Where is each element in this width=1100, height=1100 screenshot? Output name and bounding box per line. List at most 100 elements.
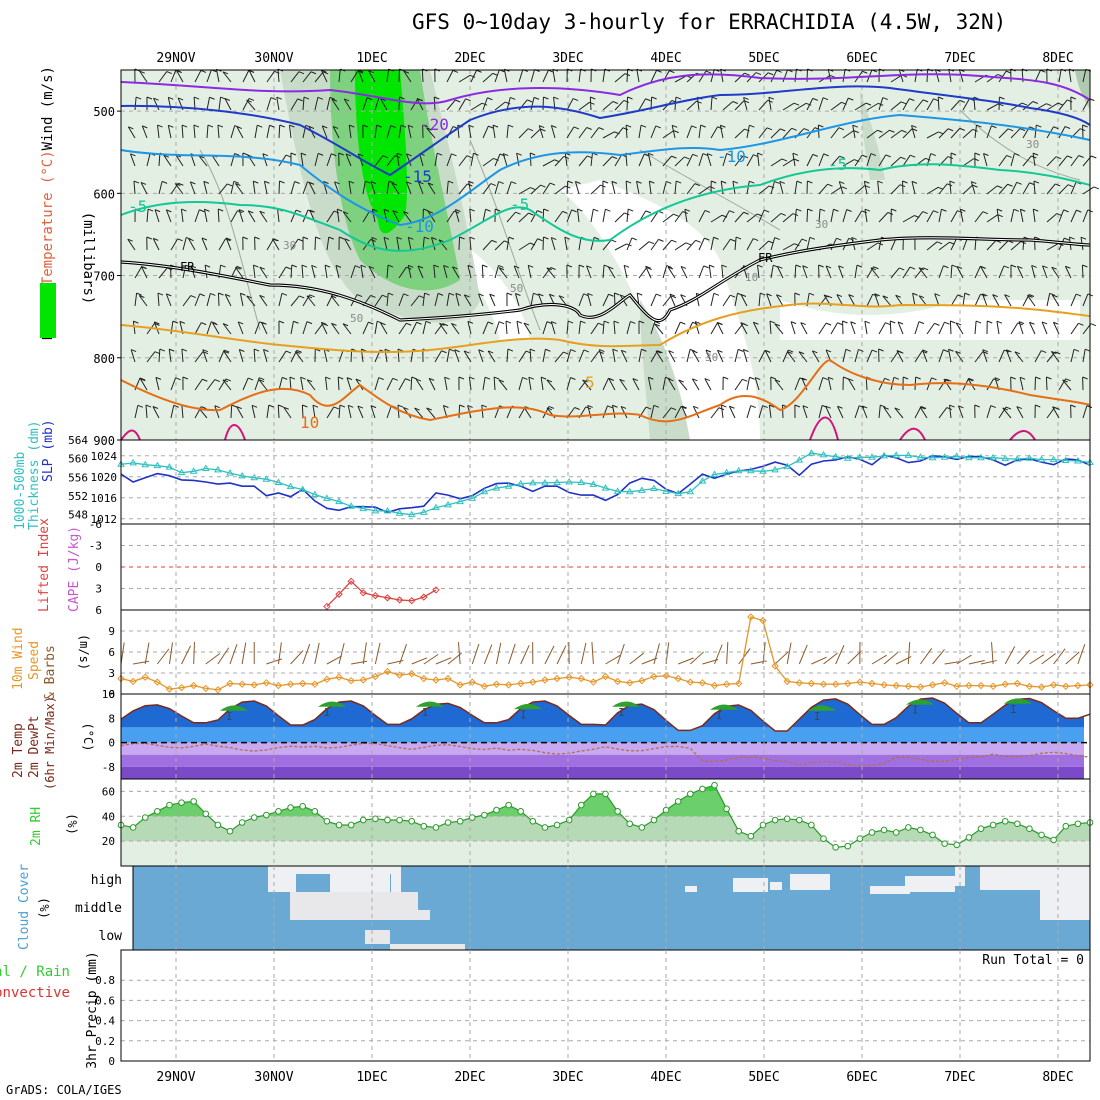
wind-barb-flag [190,181,196,185]
wind-barb [746,125,750,139]
wind-barb [719,125,724,139]
wind-barb-flag [224,293,231,297]
wind-barb-flag [1053,126,1059,130]
wind-barb [374,294,383,307]
wind-barb [554,185,566,195]
wind-speed-point [601,672,610,681]
wind-barb-flag [994,377,1001,381]
wind-barb [938,241,950,251]
wind-barb [680,266,688,279]
rh-tick-label: 60 [102,785,115,798]
wind-barb [237,321,244,335]
wind-barb [374,97,380,111]
wind-barb [636,69,640,83]
wind-barb [992,294,1000,307]
cloud-level-label: high [91,873,122,888]
wind-barb [938,349,944,363]
wind-barb [986,125,992,139]
wind-barb-flag [515,293,521,296]
wind-barb [671,125,676,139]
wind-barb [655,350,664,363]
temp-line [120,697,1091,732]
cloud-block [268,866,296,892]
wind-barb-flag [1049,292,1055,296]
wind-barb [734,211,744,223]
wind-barb [746,213,758,223]
wind-barb-flag [380,322,386,326]
wind-barb [1070,293,1077,307]
wind-barb-flag [890,320,896,324]
rh-point [275,808,282,815]
wind-barb [530,69,536,83]
temp-range-marker: I [912,704,919,717]
wind-barb-flag [812,153,818,157]
rh-point [359,816,367,824]
wind-barb [1058,209,1065,223]
wind-barb-flag [222,379,229,383]
wind-barb-flag [425,320,432,324]
y-tick-label: 600 [93,187,115,201]
wind-speed-point [311,680,319,688]
wind-barb [1046,102,1059,111]
wind-barb [722,294,731,307]
wind-barb [458,236,461,251]
wind-barb [648,181,652,195]
wind-barb-flag [142,125,148,129]
wind-barb [566,126,575,139]
wind-speed-point [795,679,804,687]
wind-barb-flag [253,180,259,184]
wind-barb [734,72,745,83]
wind-barb [878,154,887,167]
thickness-point [468,494,477,501]
wind-barb-flag [211,321,217,325]
wind-barb-flag [620,405,627,409]
wind-barb [710,214,723,223]
thickness-point [407,510,416,518]
rh-tick-label: 40 [102,810,115,823]
wind-barb [650,405,655,419]
wind-barb [626,209,629,223]
wind-barb-flag [1018,321,1025,325]
rh-point [989,821,997,829]
wind-barb-flag [999,96,1005,100]
wind-barb [854,185,866,195]
wind-barb-flag [848,378,854,382]
wind-barb [494,181,500,195]
wind-barb [674,75,687,83]
wind-barb-flag [431,237,437,240]
wind-barb-flag [434,96,440,100]
thickness-point [964,453,973,461]
wind-barb [550,321,556,335]
chart-title: GFS 0~10day 3-hourly for ERRACHIDIA (4.5… [412,10,1007,34]
wind-barb [950,238,958,251]
wind-barb-flag [328,236,334,240]
rh-point [1014,820,1021,828]
wind-speed-point [153,678,162,686]
wind-barb-flag [991,125,997,129]
wind-barb [374,377,380,391]
wind-barb [956,266,964,279]
wind-barb-flag [452,266,458,270]
rh-point [868,829,876,836]
wind-barb-flag [166,209,172,213]
wind-speed-point [589,678,598,686]
li-tick-label: -6 [89,518,102,531]
wind-barb [252,181,256,195]
date-label-bottom: 7DEC [944,1070,975,1085]
wind-barb [194,322,202,335]
wind-barb-flag [654,323,660,327]
wind-barb [438,239,448,251]
wind-barb-flag [136,292,142,296]
temp-ylabel: 2m Temp 2m DewPt (6hr Min/Max) [11,696,57,790]
wind-speed-point [965,681,973,690]
wind-barb-flag [322,125,328,129]
wind-barb-flag [971,181,977,185]
wind-speed-point [359,676,367,684]
wind-barb [758,405,764,419]
wind-barb [692,350,700,363]
rh-point [553,821,561,829]
wind-barb [368,70,376,83]
wind-barb-flag [996,208,1003,212]
wind-barb [386,378,394,391]
